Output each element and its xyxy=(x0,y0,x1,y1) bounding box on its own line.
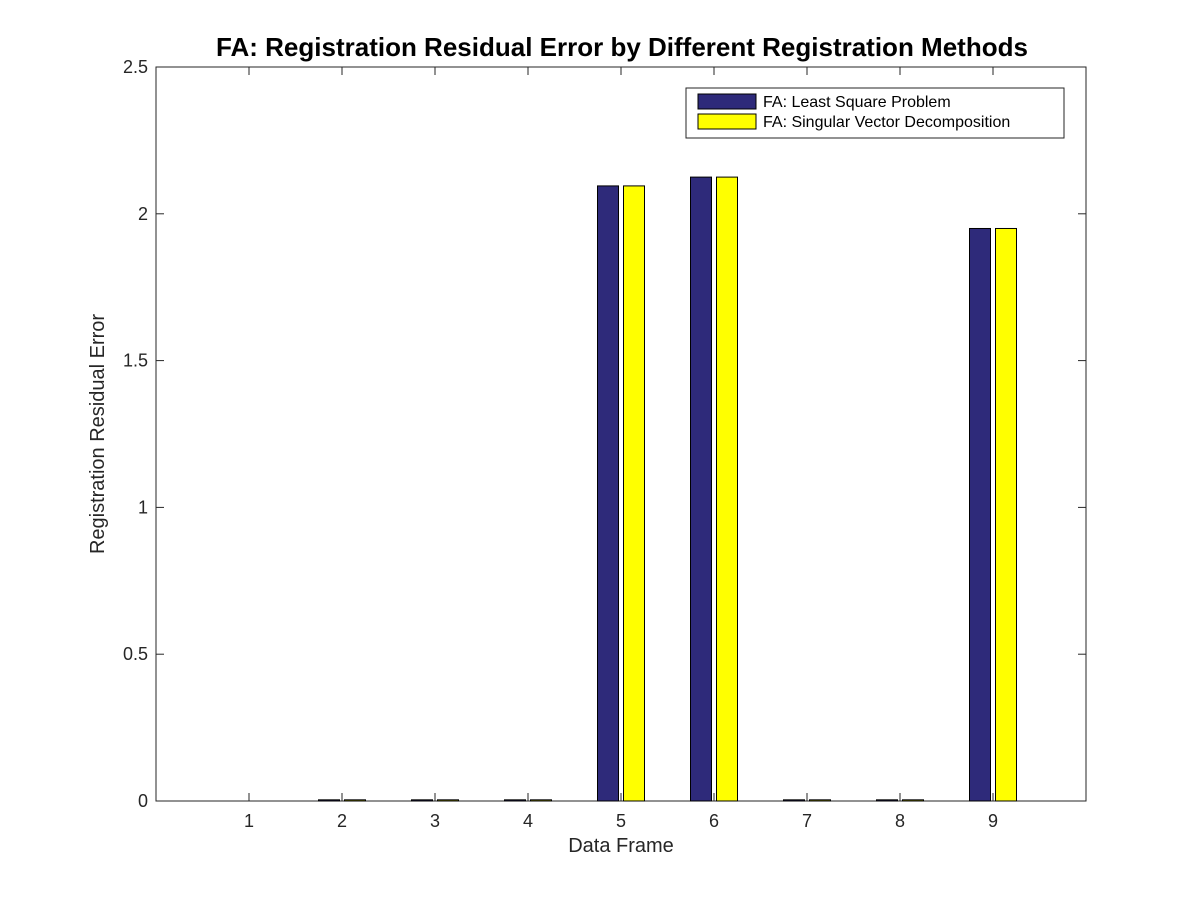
legend-label-1: FA: Least Square Problem xyxy=(763,94,951,111)
y-tick-label: 2 xyxy=(138,204,148,224)
y-tick-label: 2.5 xyxy=(123,57,148,77)
bar-series-1 xyxy=(690,176,712,802)
bar-series-2 xyxy=(716,176,738,802)
y-tick-label: 0.5 xyxy=(123,644,148,664)
bar-series-2 xyxy=(902,799,924,802)
x-tick-label: 2 xyxy=(337,811,347,831)
bar-series-1 xyxy=(318,799,340,802)
y-axis-label: Registration Residual Error xyxy=(87,314,109,554)
x-tick-label: 8 xyxy=(895,811,905,831)
legend-swatch-1 xyxy=(697,93,757,110)
x-axis-label: Data Frame xyxy=(568,835,674,857)
bar-series-1 xyxy=(597,185,619,802)
bar-series-2 xyxy=(809,799,831,802)
bar-series-1 xyxy=(969,227,991,802)
chart-title: FA: Registration Residual Error by Diffe… xyxy=(216,32,1028,62)
bar-series-1 xyxy=(504,799,526,802)
axes-box xyxy=(155,66,1087,802)
bar-series-1 xyxy=(411,799,433,802)
y-tick-label: 1 xyxy=(138,497,148,517)
x-tick-label: 7 xyxy=(802,811,812,831)
bar-series-2 xyxy=(344,799,366,802)
y-tick-label: 1.5 xyxy=(123,351,148,371)
bar-series-1 xyxy=(783,799,805,802)
x-tick-label: 4 xyxy=(523,811,533,831)
bar-series-2 xyxy=(437,799,459,802)
bar-series-1 xyxy=(876,799,898,802)
bar-series-2 xyxy=(530,799,552,802)
bar-series-2 xyxy=(995,227,1017,802)
bar-series-2 xyxy=(623,185,645,802)
legend-swatch-2 xyxy=(697,113,757,130)
y-tick-label: 0 xyxy=(138,791,148,811)
x-tick-label: 6 xyxy=(709,811,719,831)
legend-label-2: FA: Singular Vector Decomposition xyxy=(763,114,1010,131)
plot-area: 0 0.5 1 1.5 2 2.5 1 2 3 4 5 6 7 8 9 xyxy=(123,57,1087,831)
x-tick-label: 9 xyxy=(988,811,998,831)
x-tick-label: 1 xyxy=(244,811,254,831)
x-tick-label: 5 xyxy=(616,811,626,831)
x-tick-label: 3 xyxy=(430,811,440,831)
legend: FA: Least Square Problem FA: Singular Vec… xyxy=(685,87,1065,139)
